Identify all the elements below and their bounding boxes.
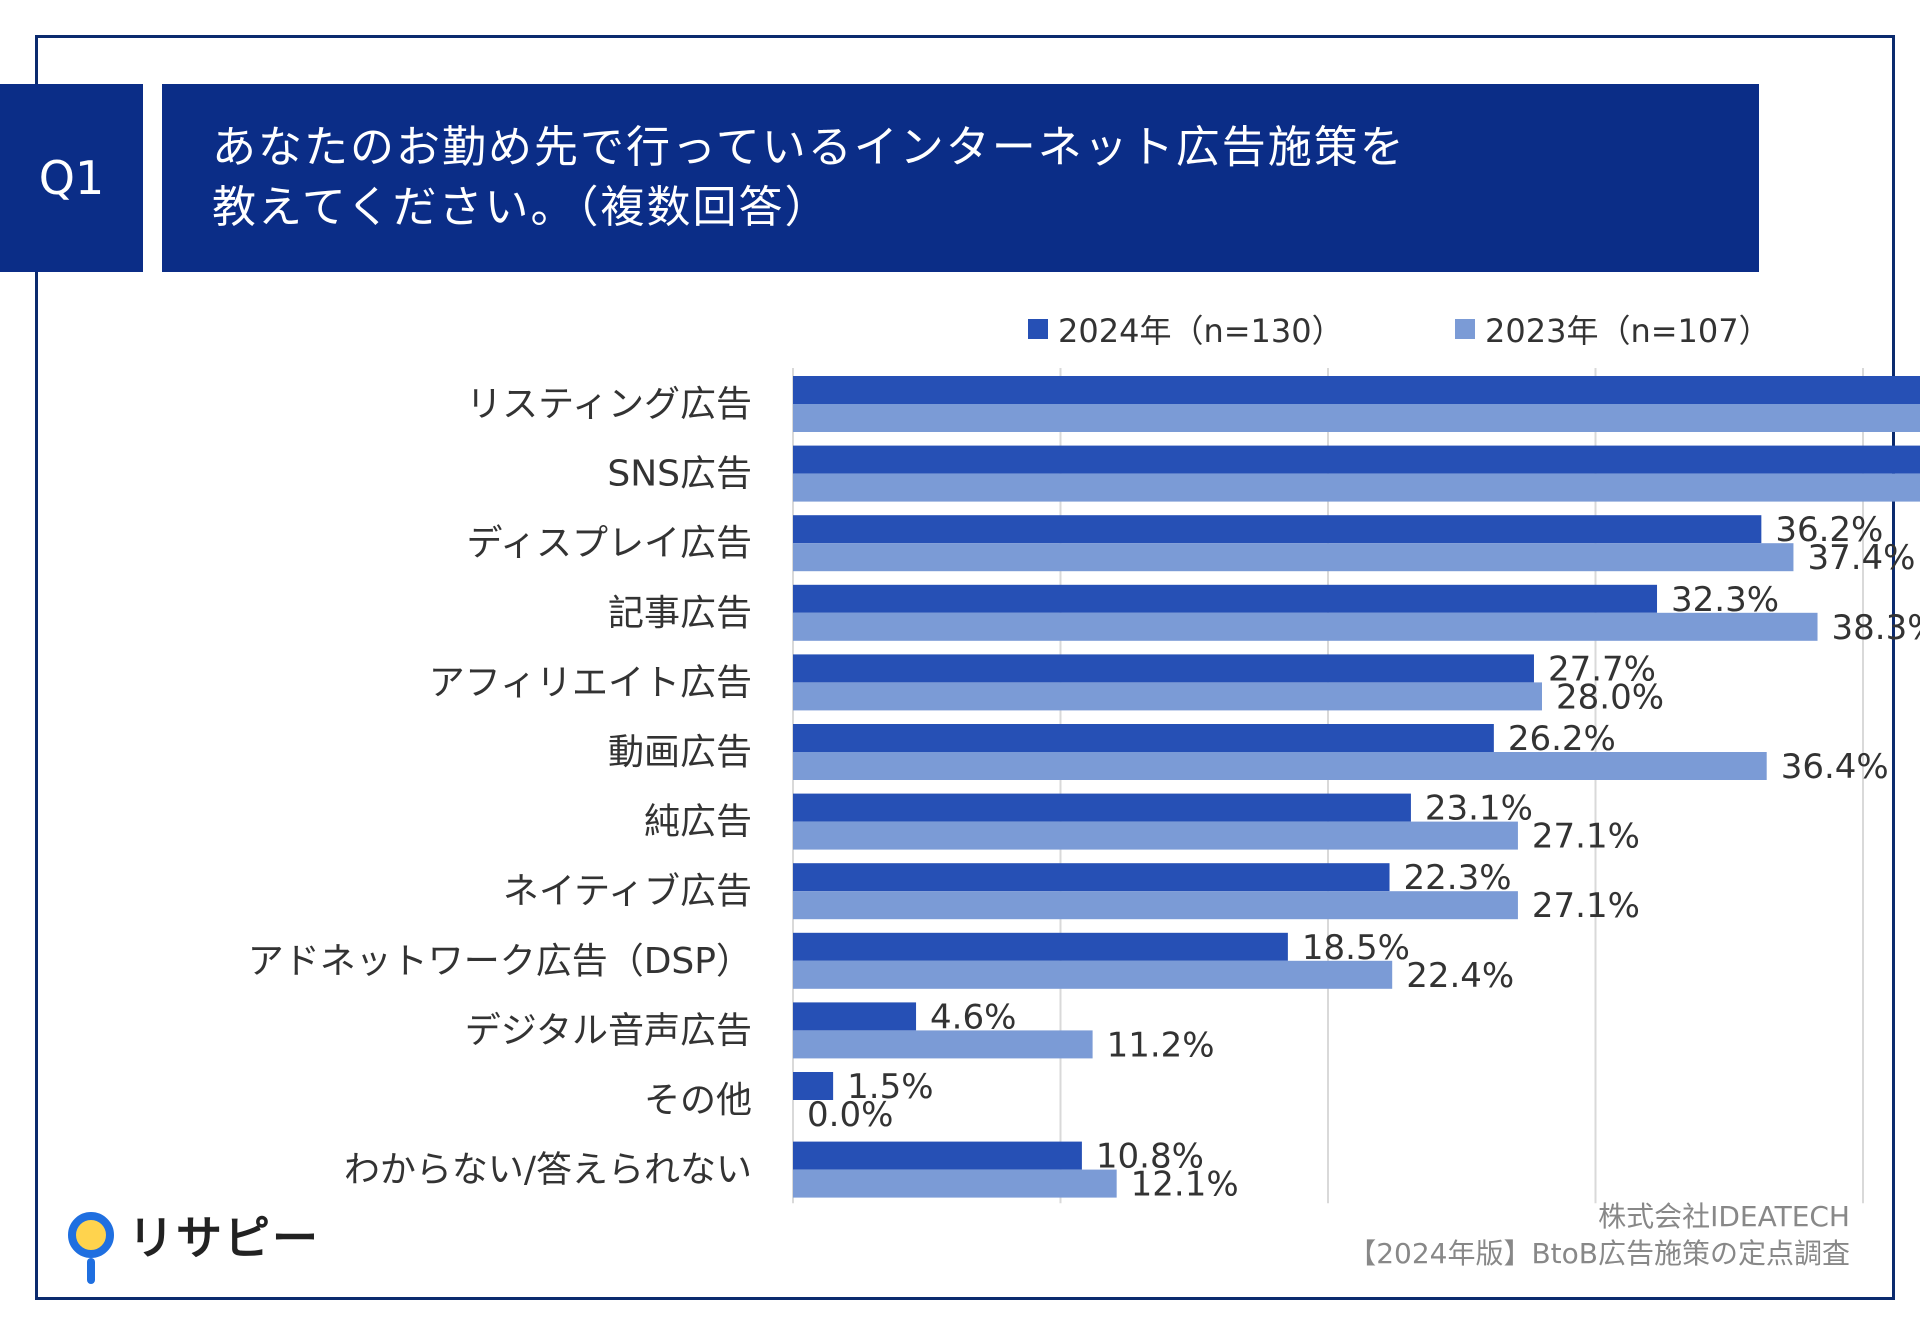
question-title-line2: 教えてください。（複数回答） xyxy=(212,182,831,233)
category-label: アドネットワーク広告（DSP） xyxy=(248,941,752,982)
chart-frame xyxy=(35,35,1895,1300)
bar-2024 xyxy=(793,515,1762,544)
legend-2024: 2024年（n=130） xyxy=(1028,306,1344,352)
value-label-2023: 27.1% xyxy=(1532,886,1640,926)
bar-2023 xyxy=(793,1030,1093,1059)
bar-2023 xyxy=(793,960,1393,989)
bar-2023 xyxy=(793,404,1920,432)
bar-2023 xyxy=(793,543,1794,572)
bar-2024 xyxy=(793,863,1390,892)
question-title-line1: あなたのお勤め先で行っているインターネット広告施策を xyxy=(212,122,1406,173)
category-label: アフィリエイト広告 xyxy=(429,662,752,703)
category-label: ネイティブ広告 xyxy=(503,871,752,912)
legend-swatch-2023 xyxy=(1455,319,1475,339)
value-label-2023: 38.3% xyxy=(1832,608,1920,648)
bar-2023 xyxy=(793,891,1518,920)
category-label: わからない/答えられない xyxy=(344,1150,752,1191)
bar-2023 xyxy=(793,752,1767,780)
value-label-2024: 1.5% xyxy=(847,1067,933,1107)
bar-2023 xyxy=(793,612,1818,641)
legend-2023: 2023年（n=107） xyxy=(1455,306,1771,352)
value-label-2023: 12.1% xyxy=(1131,1165,1239,1205)
bar-2023 xyxy=(793,821,1518,850)
bar-2024 xyxy=(793,1002,917,1031)
logo-pin-icon xyxy=(68,1212,114,1284)
value-label-2023: 22.4% xyxy=(1406,956,1514,996)
legend-swatch-2024 xyxy=(1028,319,1048,339)
category-label: その他 xyxy=(644,1080,752,1121)
legend-label-2023: 2023年（n=107） xyxy=(1485,312,1771,350)
bar-2024 xyxy=(793,724,1494,752)
question-number: Q1 xyxy=(0,84,143,272)
category-label: 純広告 xyxy=(644,802,752,843)
category-label: デジタル音声広告 xyxy=(465,1010,752,1051)
bar-2024 xyxy=(793,445,1920,474)
bar-2024 xyxy=(793,584,1658,613)
bar-2023 xyxy=(793,682,1542,711)
value-label-2023: 36.4% xyxy=(1781,747,1889,787)
legend-label-2024: 2024年（n=130） xyxy=(1058,312,1344,350)
bar-2024 xyxy=(793,1072,834,1100)
bar-2024 xyxy=(793,793,1411,822)
category-label: 動画広告 xyxy=(608,732,752,773)
value-label-2023: 0.0% xyxy=(807,1095,893,1135)
value-label-2024: 27.7% xyxy=(1548,649,1656,689)
bar-2023 xyxy=(793,1169,1117,1198)
value-label-2023: 37.4% xyxy=(1807,538,1915,578)
value-label-2023: 27.1% xyxy=(1532,817,1640,857)
bar-2023 xyxy=(793,473,1920,502)
credit-survey: 【2024年版】BtoB広告施策の定点調査 xyxy=(1348,1237,1850,1270)
risapy-logo: リサピー xyxy=(68,1202,320,1284)
category-label: SNS広告 xyxy=(607,454,752,495)
category-label: ディスプレイ広告 xyxy=(467,523,752,564)
logo-text: リサピー xyxy=(128,1211,320,1265)
question-title: あなたのお勤め先で行っているインターネット広告施策を 教えてください。（複数回答… xyxy=(162,84,1759,272)
value-label-2023: 11.2% xyxy=(1107,1025,1215,1065)
bar-2024 xyxy=(793,932,1288,961)
value-label-2023: 28.0% xyxy=(1556,677,1664,717)
credit-company: 株式会社IDEATECH xyxy=(1598,1200,1850,1233)
bar-2024 xyxy=(793,654,1534,683)
category-label: リスティング広告 xyxy=(466,384,752,425)
bar-2024 xyxy=(793,1141,1082,1170)
category-label: 記事広告 xyxy=(608,593,752,634)
bar-2024 xyxy=(793,376,1920,404)
